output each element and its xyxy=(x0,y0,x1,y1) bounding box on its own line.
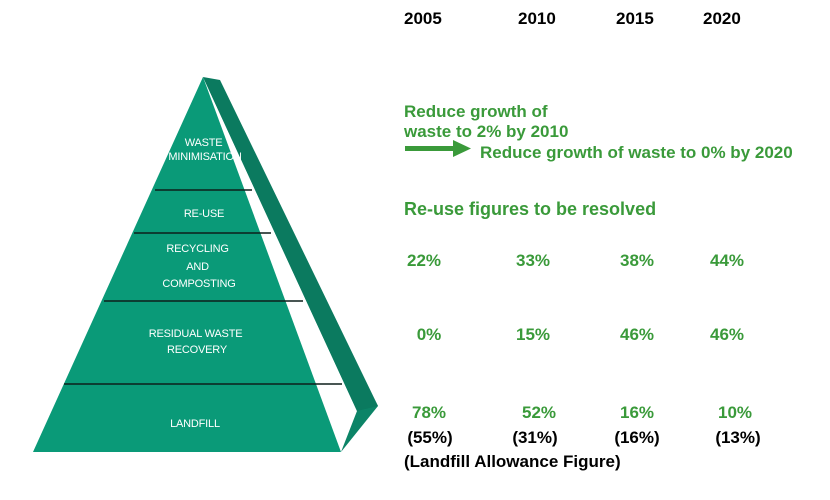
year-header-2005: 2005 xyxy=(404,9,442,28)
recycling-2015: 38% xyxy=(619,251,655,270)
pyramid-side-shade xyxy=(203,77,378,411)
growth-target-line1: Reduce growth of xyxy=(404,102,548,121)
year-header-2015: 2015 xyxy=(616,9,654,28)
landfill-2020: 10% xyxy=(717,403,753,422)
pyramid-front-face xyxy=(33,77,341,452)
landfill-allowance-2010: (31%) xyxy=(512,428,558,447)
layer-label-residual-waste-recovery: RESIDUAL WASTE RECOVERY xyxy=(149,328,245,356)
recovery-2020: 46% xyxy=(709,325,745,344)
growth-target-2020: Reduce growth of waste to 0% by 2020 xyxy=(480,143,793,162)
landfill-2015: 16% xyxy=(619,403,655,422)
landfill-allowance-2005: (55%) xyxy=(407,428,453,447)
landfill-allowance-2020: (13%) xyxy=(715,428,761,447)
recovery-2010: 15% xyxy=(515,325,551,344)
landfill-allowance-2015: (16%) xyxy=(614,428,660,447)
recycling-2005: 22% xyxy=(406,251,442,270)
waste-hierarchy-pyramid: WASTE MINIMISATION RE-USE RECYCLING AND … xyxy=(33,77,378,452)
reuse-note: Re-use figures to be resolved xyxy=(404,199,657,219)
layer-label-waste-minimisation: WASTE MINIMISATION xyxy=(168,137,241,163)
year-header-2020: 2020 xyxy=(703,9,741,28)
layer-label-landfill: LANDFILL xyxy=(170,418,220,430)
recycling-2020: 44% xyxy=(709,251,745,270)
landfill-2005: 78% xyxy=(411,403,447,422)
growth-target-line2: waste to 2% by 2010 xyxy=(404,122,569,141)
arrow-right-icon xyxy=(405,140,471,157)
layer-label-recycling-composting: RECYCLING AND COMPOSTING xyxy=(162,243,235,290)
landfill-allowance-note: (Landfill Allowance Figure) xyxy=(404,452,621,471)
recovery-2015: 46% xyxy=(619,325,655,344)
landfill-2010: 52% xyxy=(521,403,557,422)
year-header-2010: 2010 xyxy=(518,9,556,28)
recycling-2010: 33% xyxy=(515,251,551,270)
recovery-2005: 0% xyxy=(416,325,442,344)
layer-label-re-use: RE-USE xyxy=(184,208,224,220)
